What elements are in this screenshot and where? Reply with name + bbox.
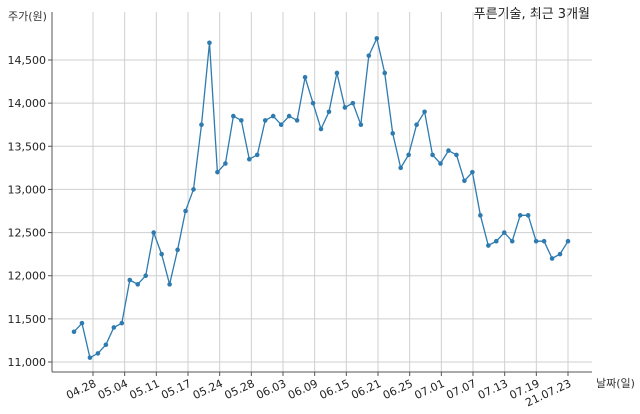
data-point bbox=[342, 105, 348, 110]
x-tick-label: 06.03 bbox=[254, 377, 288, 402]
y-tick-label: 14,500 bbox=[8, 54, 47, 67]
data-point bbox=[422, 109, 427, 115]
y-tick-label: 13,000 bbox=[8, 183, 47, 196]
data-point bbox=[350, 100, 356, 106]
price-points bbox=[71, 36, 571, 360]
x-tick-label: 04.28 bbox=[64, 377, 98, 402]
data-point bbox=[135, 282, 141, 287]
y-tick-label: 11,000 bbox=[8, 356, 47, 369]
data-point bbox=[223, 161, 228, 166]
y-tick-label: 14,000 bbox=[8, 97, 47, 110]
x-tick-label: 07.07 bbox=[444, 377, 478, 402]
data-point bbox=[151, 230, 156, 235]
y-tick-label: 12,500 bbox=[8, 227, 47, 240]
x-tick-label: 06.09 bbox=[286, 377, 320, 402]
data-point bbox=[462, 178, 467, 184]
data-point bbox=[486, 243, 491, 248]
data-point bbox=[95, 351, 101, 356]
x-tick-label: 05.11 bbox=[128, 377, 162, 402]
data-point bbox=[231, 113, 236, 119]
data-point bbox=[454, 152, 459, 158]
data-point bbox=[501, 230, 507, 235]
y-tick-label: 13,500 bbox=[8, 140, 47, 153]
data-point bbox=[87, 355, 93, 360]
x-tick-label: 05.04 bbox=[96, 377, 130, 402]
data-point bbox=[183, 208, 188, 214]
data-point bbox=[541, 238, 547, 244]
x-tick-label: 05.17 bbox=[159, 377, 193, 402]
data-point bbox=[294, 118, 300, 123]
data-point bbox=[79, 320, 85, 326]
data-point bbox=[143, 273, 149, 279]
data-point bbox=[127, 277, 133, 283]
data-point bbox=[246, 156, 252, 162]
data-point bbox=[326, 109, 332, 115]
data-point bbox=[517, 213, 523, 218]
y-axis-label: 주가(원) bbox=[8, 10, 47, 23]
data-point bbox=[286, 113, 292, 119]
data-point bbox=[254, 152, 260, 158]
data-point bbox=[509, 238, 515, 244]
x-tick-label: 05.24 bbox=[191, 377, 225, 402]
data-point bbox=[159, 251, 164, 257]
x-tick-label: 06.21 bbox=[349, 377, 383, 402]
data-point bbox=[478, 213, 483, 218]
data-point bbox=[334, 70, 340, 76]
price-line bbox=[73, 36, 569, 359]
data-point bbox=[103, 342, 109, 348]
grid-lines bbox=[52, 12, 592, 372]
x-tick-label: 06.15 bbox=[318, 377, 352, 402]
data-point bbox=[119, 320, 125, 326]
data-point bbox=[207, 40, 212, 46]
x-tick-label: 07.13 bbox=[476, 377, 510, 402]
y-tick-label: 12,000 bbox=[8, 270, 47, 283]
data-point bbox=[438, 161, 443, 166]
data-point bbox=[175, 247, 180, 253]
data-point bbox=[493, 238, 499, 244]
data-point bbox=[318, 126, 324, 132]
chart-title: 푸른기술, 최근 3개월 bbox=[474, 7, 590, 22]
data-point bbox=[278, 122, 284, 128]
data-point bbox=[414, 122, 419, 128]
data-point bbox=[111, 325, 117, 330]
data-point bbox=[262, 118, 268, 123]
data-point bbox=[302, 74, 308, 80]
x-tick-labels: 04.2805.0405.1105.1705.2405.2806.0306.09… bbox=[64, 377, 573, 409]
data-point bbox=[191, 187, 196, 192]
data-point bbox=[470, 169, 475, 175]
x-tick-label: 07.01 bbox=[413, 377, 447, 402]
data-point bbox=[549, 256, 555, 261]
y-tick-label: 11,500 bbox=[8, 313, 47, 326]
data-point bbox=[358, 122, 364, 128]
data-point bbox=[374, 36, 380, 41]
data-point bbox=[430, 152, 435, 158]
data-point bbox=[557, 251, 563, 257]
data-point bbox=[239, 118, 244, 123]
data-point bbox=[446, 148, 451, 153]
y-tick-labels: 11,000 11,500 12,000 12,500 13,000 13,500 14,0… bbox=[8, 54, 47, 369]
data-point bbox=[71, 329, 77, 335]
axes bbox=[48, 12, 592, 376]
data-point bbox=[565, 238, 571, 244]
data-point bbox=[270, 113, 276, 119]
data-point bbox=[310, 100, 316, 106]
data-point bbox=[533, 238, 539, 244]
data-point bbox=[366, 53, 372, 58]
data-point bbox=[199, 122, 204, 128]
data-point bbox=[406, 152, 411, 158]
data-point bbox=[390, 131, 396, 136]
data-point bbox=[167, 282, 172, 287]
data-point bbox=[398, 165, 403, 171]
data-point bbox=[215, 169, 220, 175]
data-point bbox=[382, 70, 388, 76]
x-axis-label: 날짜(일) bbox=[596, 376, 635, 390]
data-point bbox=[525, 213, 531, 218]
x-tick-label: 05.28 bbox=[223, 377, 257, 402]
x-tick-label: 06.25 bbox=[381, 377, 415, 402]
